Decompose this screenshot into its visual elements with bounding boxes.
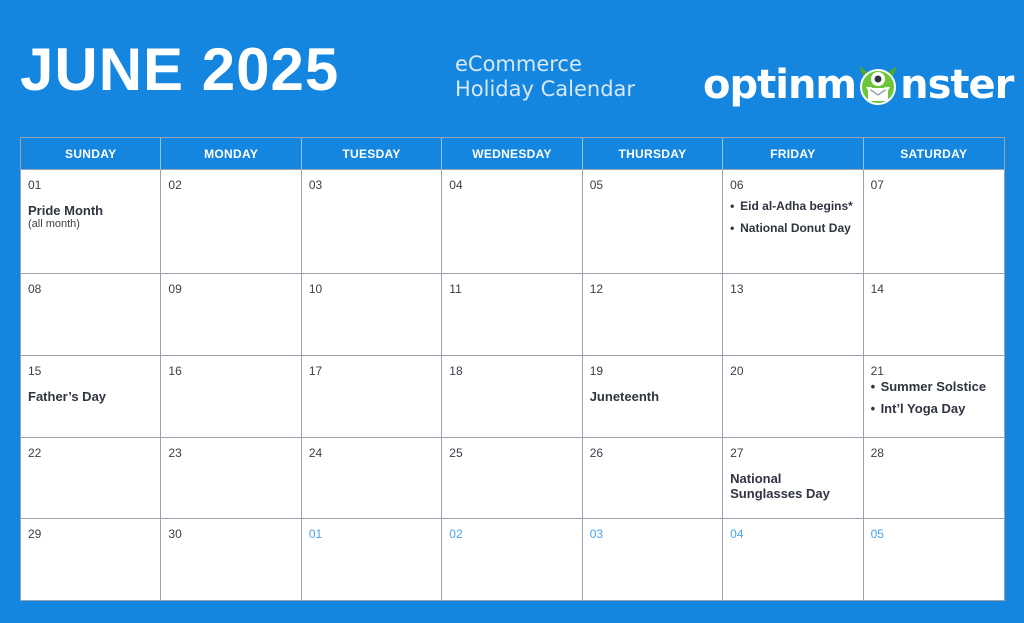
weekday-header: SATURDAY [863, 138, 1004, 170]
day-cell: 30 [161, 519, 302, 601]
day-cell: 08 [21, 274, 162, 356]
day-number: 26 [589, 446, 604, 460]
day-cell: 26 [582, 438, 724, 519]
day-number: 29 [28, 527, 42, 541]
day-cell: 10 [301, 274, 443, 356]
day-number: 27 [730, 446, 744, 460]
subtitle-line-2: Holiday Calendar [455, 77, 636, 101]
day-number: 01 [308, 527, 323, 541]
day-cell: 03 [301, 170, 443, 274]
holiday-event: Father’s Day [28, 389, 107, 404]
day-cell: 19 Juneteenth [582, 356, 724, 438]
day-number: 02 [449, 527, 463, 541]
optinmonster-logo: optinm nster [703, 62, 1014, 108]
day-cell: 01 Pride Month (all month) [21, 170, 162, 274]
day-number: 07 [870, 178, 884, 192]
subtitle-line-1: eCommerce [455, 52, 582, 76]
weekday-header: FRIDAY [723, 138, 864, 170]
day-number: 18 [449, 364, 463, 378]
page-title: JUNE 2025 [20, 36, 340, 103]
weekday-header: TUESDAY [301, 138, 443, 170]
day-number: 17 [308, 364, 323, 378]
holiday-event: Juneteenth [589, 389, 660, 404]
holiday-event-item: Summer Solstice [871, 380, 998, 395]
logo-text-left: optinm [703, 62, 857, 108]
day-number: 03 [308, 178, 323, 192]
weekday-header: THURSDAY [582, 138, 724, 170]
day-cell: 03 [583, 519, 724, 601]
day-number: 08 [28, 282, 42, 296]
day-cell: 02 [161, 170, 302, 274]
holiday-event-item: Int’l Yoga Day [871, 402, 998, 417]
day-cell: 14 [863, 274, 1004, 356]
day-number: 05 [870, 527, 884, 541]
day-cell: 02 [442, 519, 583, 601]
day-cell: 13 [723, 274, 864, 356]
day-cell: 24 [301, 438, 443, 519]
day-number: 25 [449, 446, 463, 460]
holiday-event: Pride Month [28, 203, 104, 218]
day-number: 11 [449, 282, 462, 296]
calendar-grid: SUNDAY MONDAY TUESDAY WEDNESDAY THURSDAY FRID… [20, 137, 1005, 601]
day-cell: 27 National Sunglasses Day [723, 438, 864, 519]
day-cell: 04 [723, 519, 864, 601]
holiday-event: National Sunglasses Day [730, 471, 830, 501]
day-cell: 20 [723, 356, 864, 438]
day-cell: 09 [161, 274, 302, 356]
day-number: 21 [870, 364, 884, 378]
day-cell: 17 [301, 356, 443, 438]
day-number: 02 [168, 178, 182, 192]
day-number: 15 [28, 364, 42, 378]
holiday-event-list: Summer Solstice Int’l Yoga Day [871, 380, 998, 417]
weekday-header: MONDAY [161, 138, 302, 170]
day-number: 10 [308, 282, 323, 296]
green-monster-icon [855, 62, 901, 108]
day-number: 12 [589, 282, 604, 296]
weekday-header: WEDNESDAY [442, 138, 583, 170]
day-cell: 06 Eid al-Adha begins* National Donut Day [723, 170, 864, 274]
holiday-event-list: Eid al-Adha begins* National Donut Day [730, 199, 856, 235]
holiday-event-item: National Donut Day [730, 221, 856, 235]
day-cell: 28 [863, 438, 1004, 519]
day-number: 09 [168, 282, 182, 296]
day-cell: 15 Father’s Day [21, 356, 162, 438]
day-cell: 25 [442, 438, 583, 519]
day-number: 23 [168, 446, 182, 460]
holiday-note: (all month) [28, 218, 80, 230]
day-number: 01 [28, 178, 42, 192]
day-number: 04 [449, 178, 463, 192]
day-cell: 29 [21, 519, 162, 601]
weekday-header: SUNDAY [21, 138, 162, 170]
day-number: 19 [589, 364, 604, 378]
day-cell: 23 [161, 438, 302, 519]
day-number: 03 [589, 527, 604, 541]
day-cell: 22 [21, 438, 162, 519]
day-cell: 01 [302, 519, 443, 601]
day-number: 05 [589, 178, 604, 192]
logo-text-right: nster [900, 62, 1014, 108]
day-number: 13 [730, 282, 744, 296]
day-number: 28 [870, 446, 884, 460]
day-number: 30 [168, 527, 182, 541]
day-cell: 07 [863, 170, 1004, 274]
day-cell: 05 [864, 519, 1004, 601]
day-cell: 05 [582, 170, 724, 274]
day-number: 20 [730, 364, 744, 378]
day-number: 16 [168, 364, 182, 378]
day-number: 14 [870, 282, 884, 296]
day-number: 04 [730, 527, 744, 541]
day-cell: 04 [442, 170, 583, 274]
holiday-event-item: Eid al-Adha begins* [730, 199, 856, 213]
day-number: 22 [28, 446, 42, 460]
day-cell: 11 [442, 274, 583, 356]
day-cell: 12 [582, 274, 724, 356]
day-cell: 16 [161, 356, 302, 438]
day-cell: 18 [442, 356, 583, 438]
day-number: 06 [730, 178, 744, 192]
calendar-subtitle: eCommerce Holiday Calendar [455, 52, 635, 102]
day-cell: 21 Summer Solstice Int’l Yoga Day [863, 356, 1004, 438]
day-number: 24 [308, 446, 323, 460]
